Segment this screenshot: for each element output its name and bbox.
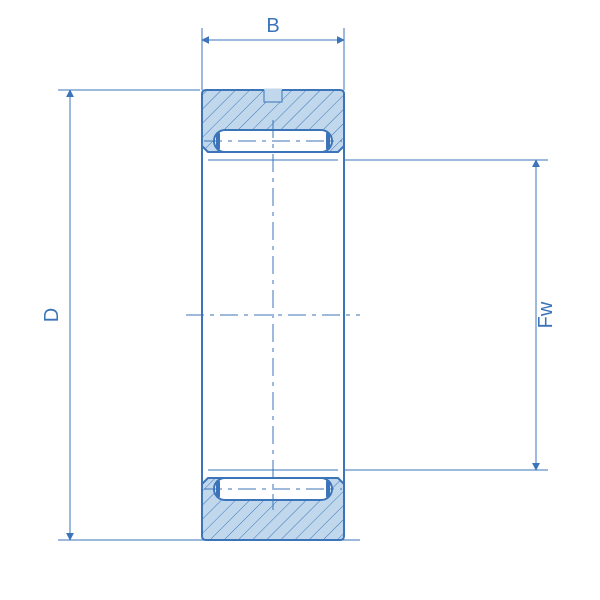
dim-label-b: B — [266, 15, 279, 37]
bearing-drawing: B D Fw — [0, 0, 600, 600]
dim-label-fw: Fw — [535, 301, 557, 328]
dim-label-d: D — [41, 308, 63, 322]
